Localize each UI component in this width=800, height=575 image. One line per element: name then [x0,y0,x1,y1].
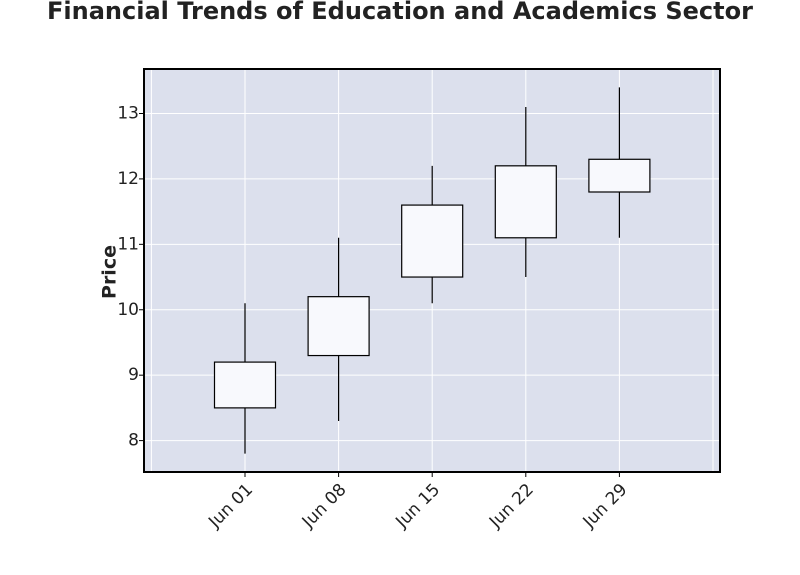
x-axis-ticks: Jun 01 Jun 08 Jun 15 Jun 22 Jun 29 [204,472,631,533]
candle-body [307,296,370,357]
candle-body [401,204,464,278]
y-tick-label: 9 [128,365,139,385]
x-tick-label: Jun 22 [485,480,538,533]
y-tick-label: 8 [128,431,139,451]
x-tick-label: Jun 29 [579,480,632,533]
candle [307,237,370,421]
candles [213,87,651,454]
candle [588,87,651,238]
y-axis-ticks: 8 9 10 11 12 13 [117,103,144,451]
candle [494,106,557,278]
candle-body [588,158,651,193]
x-tick-label: Jun 01 [204,480,257,533]
x-tick-label: Jun 15 [391,480,444,533]
y-tick-label: 11 [117,234,139,254]
chart-title: Financial Trends of Education and Academ… [47,0,753,25]
candle [213,303,277,454]
y-tick-label: 12 [117,169,139,189]
x-tick-label: Jun 08 [298,480,351,533]
candle-body [213,361,277,409]
y-tick-label: 13 [117,103,139,123]
candle-body [494,165,557,239]
y-tick-label: 10 [117,300,139,320]
y-axis-label: Price [99,245,121,299]
candle [401,165,464,304]
